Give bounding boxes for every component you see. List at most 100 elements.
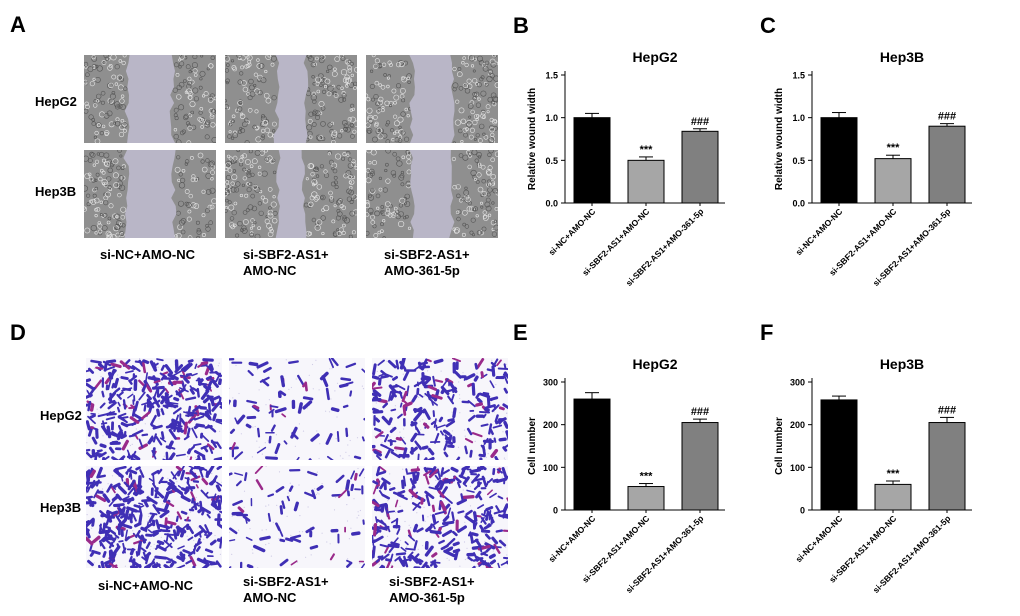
pore [419,420,421,422]
pore [270,555,272,557]
migrated-cell [188,526,194,535]
migrated-cell [384,449,391,459]
pore [268,504,270,506]
cell [398,61,405,68]
migrated-cell [420,561,428,568]
cell [208,220,213,225]
cell [348,179,355,185]
cell [349,122,354,128]
cell [477,162,482,167]
pore [402,373,404,375]
cell [254,88,261,95]
migrated-cell [200,444,209,450]
cell [201,94,206,98]
cell [464,224,470,229]
cell [174,234,178,238]
migrated-cell [233,451,244,460]
cell [269,229,274,234]
cell [468,151,473,156]
migrated-cell [154,399,161,405]
migrated-cell [146,393,152,401]
x-tick-label: si-NC+AMO-NC [793,206,844,257]
pore [91,527,93,529]
migrated-cell [91,519,95,527]
cell [340,86,344,90]
pore [243,506,245,508]
migrated-cell [422,377,431,387]
cell [229,216,235,221]
cell [370,150,377,156]
cell [101,225,108,231]
migrated-cell [189,388,195,395]
cell [103,200,109,206]
cell [252,124,257,130]
cell [344,77,352,85]
cell [328,159,334,165]
migrated-cell [390,451,401,459]
migrated-cell [434,474,440,481]
pore [424,520,426,522]
pore [506,554,508,556]
migrated-cell [432,561,437,568]
pore [394,405,396,407]
cell [119,98,125,104]
cell [486,75,493,83]
pore [356,437,359,439]
cell [246,55,253,61]
cell [201,189,206,194]
cell [367,193,372,198]
pore [392,427,394,429]
migrated-cell [374,516,378,524]
migrated-cell [489,380,495,389]
cell [246,172,252,178]
cell [392,173,397,178]
cell [493,224,498,231]
cell [374,80,380,86]
cell [228,156,233,161]
cell [242,210,248,215]
cell [321,89,327,95]
cell [462,83,468,88]
cell [349,185,353,190]
cell [393,206,398,211]
y-axis-label: Cell number [527,417,538,475]
migrated-cell [206,529,212,536]
panel-letter-a: A [10,12,26,37]
cell [262,198,269,204]
migrated-cell [429,529,442,535]
pore [403,428,405,430]
cell [400,130,406,136]
pore [288,388,290,390]
pore [285,359,287,361]
cell [101,158,106,163]
cell [315,76,322,83]
cell [473,114,479,120]
cell [341,91,346,96]
condition-label: si-NC+AMO-NC [100,247,195,262]
cell [232,155,238,161]
cell [179,55,185,60]
pore [315,493,318,496]
cell [466,121,473,128]
cell [485,104,491,110]
cell [349,210,356,217]
pore [459,565,461,567]
pore [256,440,258,442]
cell [241,183,246,187]
cell [242,167,247,172]
cell [84,65,88,69]
pore [505,363,507,365]
cell [346,153,350,157]
migrated-cell [118,519,123,527]
migrated-cell [171,370,182,377]
cell [342,152,347,157]
cell [370,220,376,225]
cell [483,81,488,86]
cell [321,231,325,236]
migrated-cell [232,499,243,506]
migrated-cell [153,563,158,568]
migrated-cell [152,433,157,443]
migrated-cell [216,481,222,487]
migrated-cell [460,493,464,502]
